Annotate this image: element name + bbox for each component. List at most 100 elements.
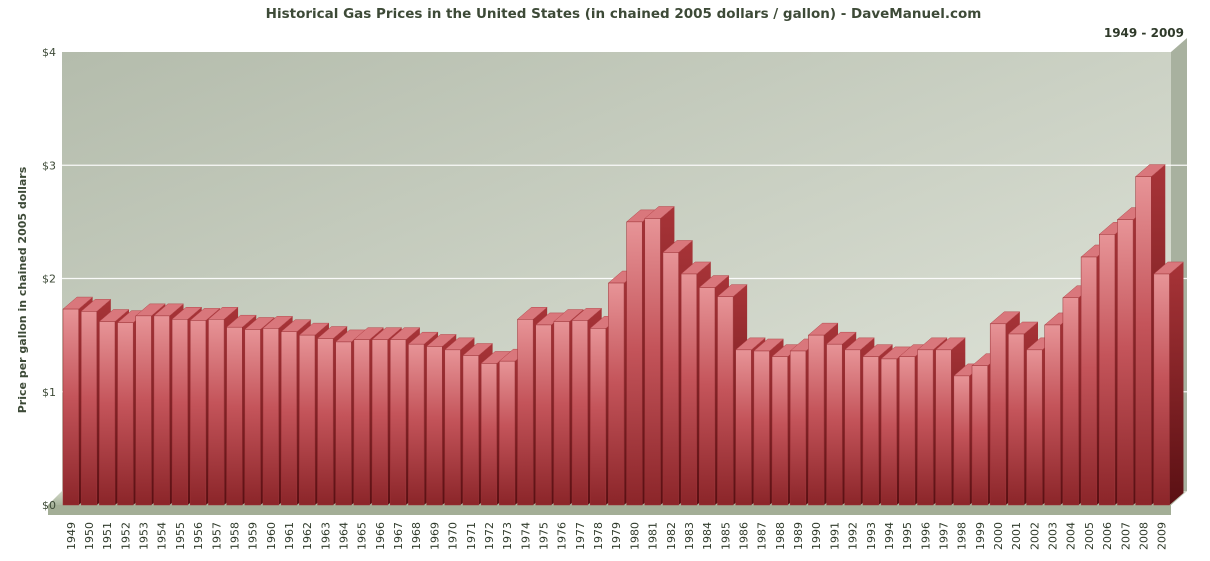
x-tick-label: 1963: [319, 522, 332, 550]
x-tick-label: 1964: [338, 522, 351, 550]
x-tick-label: 1975: [538, 522, 551, 550]
x-tick-label: 1976: [556, 522, 569, 550]
bar-front: [808, 334, 825, 506]
bar-front: [1117, 219, 1134, 506]
x-tick-label: 2008: [1137, 522, 1150, 550]
x-tick-label: 1996: [919, 522, 932, 550]
x-tick-label: 1952: [119, 522, 132, 550]
x-tick-label: 1965: [356, 522, 369, 550]
bar-front: [353, 339, 370, 506]
x-tick-label: 2002: [1028, 522, 1041, 550]
x-tick-label: 1984: [701, 522, 714, 550]
x-tick-label: 2007: [1119, 522, 1132, 550]
bar-front: [899, 356, 916, 506]
x-tick-label: 1983: [683, 522, 696, 550]
bar-front: [389, 339, 407, 506]
bar-front: [608, 282, 625, 506]
bar-front: [1135, 176, 1152, 506]
x-tick-label: 1961: [283, 522, 296, 550]
x-tick-label: 2006: [1101, 522, 1114, 550]
bar-front: [335, 341, 352, 506]
bar-front: [735, 349, 752, 506]
x-tick-label: 1960: [265, 522, 278, 550]
x-tick-label: 1978: [592, 522, 605, 550]
bar-front: [717, 296, 734, 506]
bar-front: [1099, 234, 1116, 506]
x-tick-label: 1989: [792, 522, 805, 550]
bar-front: [1153, 273, 1170, 506]
bar-front: [171, 319, 188, 506]
bar-front: [99, 321, 116, 506]
x-tick-label: 1995: [901, 522, 914, 550]
x-tick-label: 1987: [756, 522, 769, 550]
bar-front: [444, 349, 461, 506]
x-tick-label: 1981: [647, 522, 660, 550]
x-tick-label: 1982: [665, 522, 678, 550]
bar-front: [1062, 297, 1079, 506]
bar-front: [371, 339, 388, 506]
x-tick-label: 1951: [101, 522, 114, 550]
bar-front: [117, 322, 134, 506]
bar-front: [80, 311, 98, 506]
bar-front: [589, 328, 607, 506]
bar-front: [299, 334, 316, 506]
x-tick-label: 1973: [501, 522, 514, 550]
y-tick-label: $2: [42, 273, 56, 286]
bar-front: [680, 273, 698, 506]
bar-front: [1044, 324, 1061, 506]
y-tick-label: $1: [42, 386, 56, 399]
plot-floor-edge: [48, 505, 1171, 515]
bar-front: [753, 350, 770, 506]
bar-front: [862, 356, 879, 506]
x-tick-label: 1949: [65, 522, 78, 550]
x-tick-label: 1956: [192, 522, 205, 550]
bar-front: [1026, 349, 1043, 506]
x-tick-label: 1999: [974, 522, 987, 550]
bar-front: [571, 320, 588, 506]
bar-front: [917, 349, 934, 506]
bar-front: [789, 350, 807, 506]
x-tick-label: 1972: [483, 522, 496, 550]
bar-front: [280, 331, 298, 506]
bar-front: [226, 326, 243, 506]
bar-front: [190, 320, 207, 506]
bar-front: [935, 349, 952, 506]
x-tick-label: 1990: [810, 522, 823, 550]
x-tick-label: 1950: [83, 522, 96, 550]
bar-front: [426, 346, 443, 506]
y-tick-label: $3: [42, 159, 56, 172]
chart-subtitle: 1949 - 2009: [1103, 26, 1184, 40]
bar-front: [480, 363, 498, 506]
x-tick-label: 1992: [847, 522, 860, 550]
bar-front: [662, 252, 679, 506]
x-tick-label: 1988: [774, 522, 787, 550]
bar-front: [408, 343, 425, 506]
chart-title: Historical Gas Prices in the United Stat…: [265, 6, 982, 22]
x-tick-label: 1958: [228, 522, 241, 550]
x-tick-label: 2005: [1083, 522, 1096, 550]
bar-front: [517, 319, 534, 506]
bar-front: [953, 375, 970, 506]
bar-front: [989, 323, 1007, 506]
y-tick-label: $4: [42, 46, 56, 59]
x-tick-label: 1967: [392, 522, 405, 550]
x-tick-label: 1969: [428, 522, 441, 550]
bar-front: [644, 218, 661, 506]
x-tick-label: 1985: [719, 522, 732, 550]
bar-front: [262, 328, 279, 506]
bar-front: [626, 221, 643, 506]
bar-front: [553, 321, 570, 506]
bar-front: [499, 360, 516, 506]
x-tick-label: 1953: [138, 522, 151, 550]
x-tick-label: 2009: [1156, 522, 1169, 550]
x-tick-label: 1991: [828, 522, 841, 550]
bar-front: [462, 355, 479, 506]
bar-front: [317, 338, 334, 506]
bar-front: [208, 319, 225, 506]
x-tick-label: 1955: [174, 522, 187, 550]
x-tick-label: 1970: [447, 522, 460, 550]
x-tick-label: 2000: [992, 522, 1005, 550]
x-tick-label: 1959: [247, 522, 260, 550]
x-tick-label: 1994: [883, 522, 896, 550]
